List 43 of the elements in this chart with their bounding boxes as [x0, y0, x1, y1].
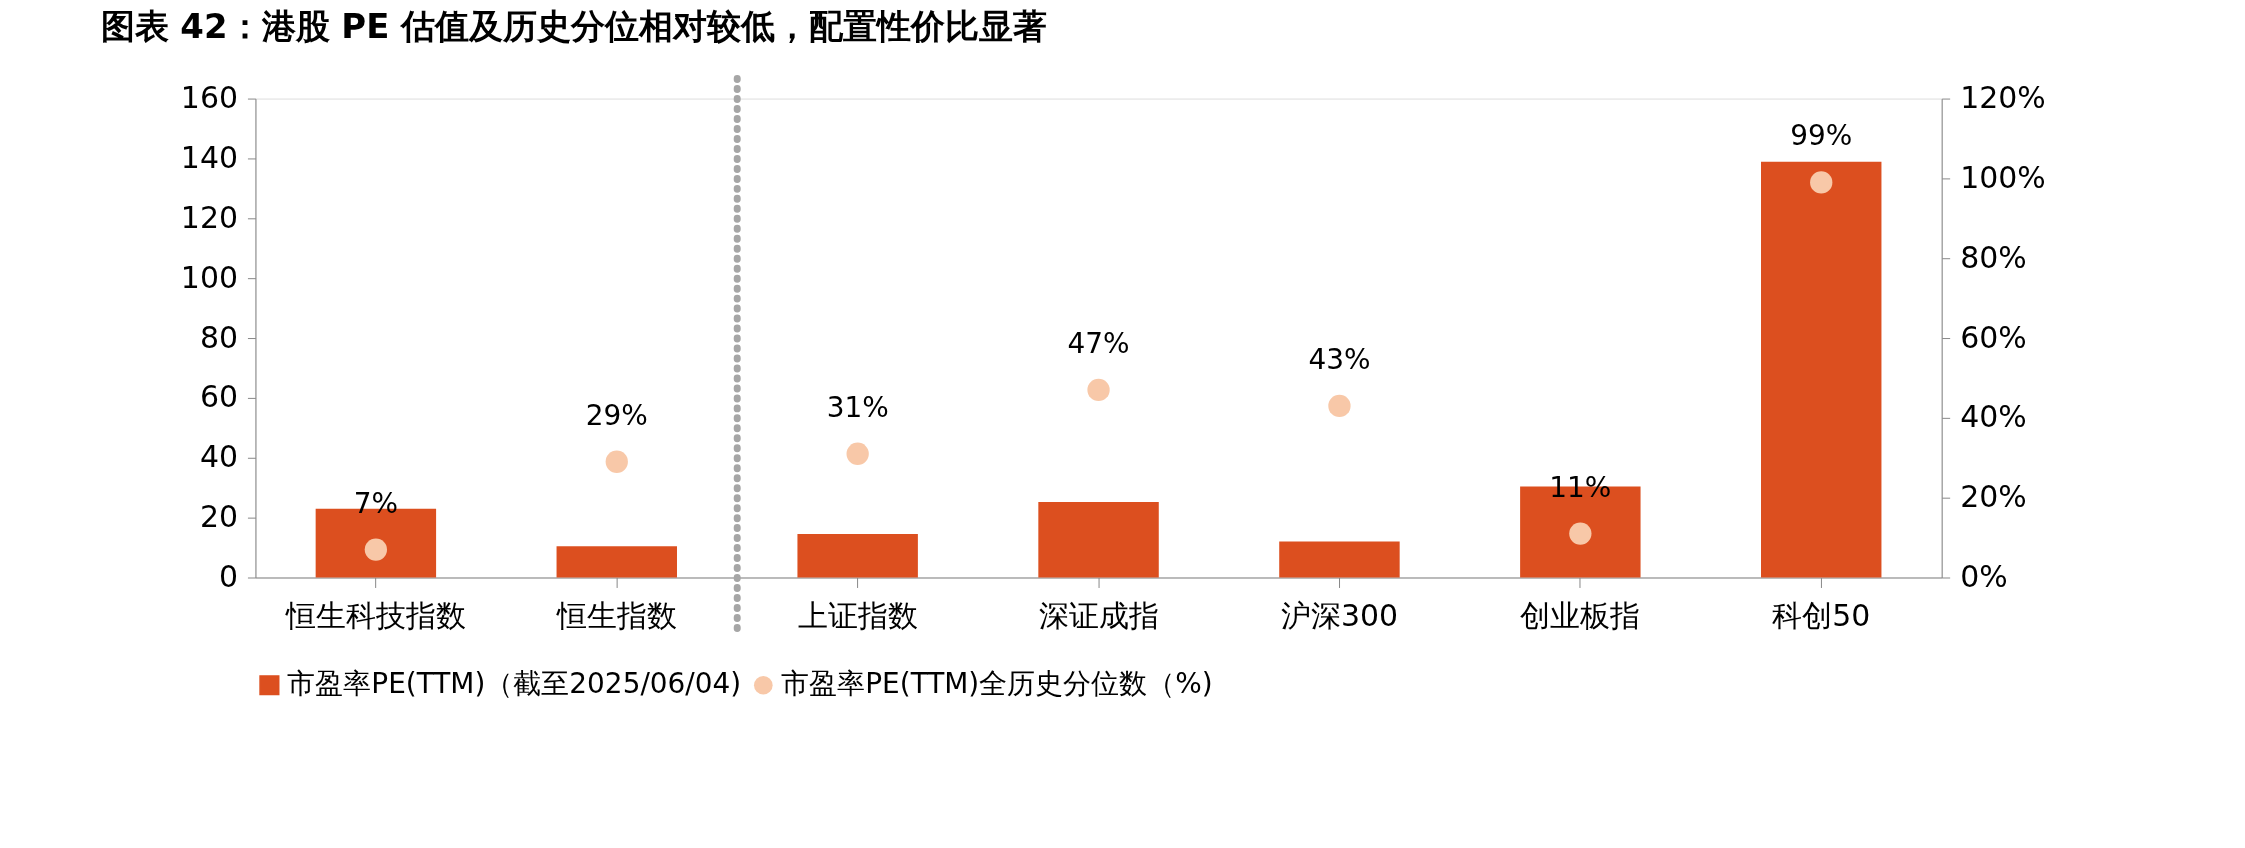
x-tick-label: 上证指数	[797, 597, 918, 633]
y2-tick-label: 0%	[1960, 558, 2008, 594]
point	[1810, 171, 1833, 194]
bar	[797, 534, 918, 578]
x-tick-label: 恒生指数	[555, 597, 677, 633]
y-tick-label: 100	[180, 259, 238, 295]
x-tick-label: 沪深300	[1280, 597, 1399, 633]
y2-tick-label: 100%	[1960, 159, 2046, 195]
y2-tick-label: 40%	[1960, 399, 2027, 435]
data-label: 31%	[826, 390, 889, 424]
data-label: 43%	[1308, 342, 1371, 376]
bar	[1279, 541, 1400, 578]
legend-label: 市盈率PE(TTM)全历史分位数（%)	[781, 667, 1213, 701]
y-tick-label: 60	[199, 379, 238, 415]
y-tick-label: 0	[218, 558, 238, 594]
bar	[1761, 161, 1882, 578]
x-tick-label: 恒生科技指数	[284, 597, 466, 633]
y-tick-label: 140	[180, 139, 238, 175]
point	[364, 538, 388, 561]
y2-tick-label: 120%	[1960, 80, 2046, 116]
y2-tick-label: 20%	[1960, 479, 2027, 515]
y2-tick-label: 80%	[1960, 239, 2027, 275]
point	[1087, 378, 1110, 402]
y-tick-label: 80	[199, 319, 238, 355]
y-tick-label: 160	[180, 80, 238, 116]
y-tick-label: 120	[180, 199, 238, 235]
point	[1328, 394, 1351, 418]
point	[605, 450, 628, 473]
bar	[556, 546, 677, 578]
y-tick-label: 20	[199, 499, 238, 535]
data-label: 29%	[585, 398, 648, 432]
chart-title: 图表 42：港股 PE 估值及历史分位相对较低，配置性价比显著	[100, 7, 1048, 47]
bar	[1038, 502, 1159, 578]
y-tick-label: 40	[199, 439, 238, 475]
x-tick-label: 科创50	[1772, 597, 1871, 633]
data-label: 47%	[1067, 327, 1130, 360]
data-label: 99%	[1790, 119, 1853, 153]
x-tick-label: 创业板指	[1520, 597, 1641, 633]
point	[1569, 522, 1592, 545]
point	[846, 442, 869, 465]
legend-label: 市盈率PE(TTM)（截至2025/06/04)	[287, 667, 742, 701]
x-tick-label: 深证成指	[1038, 597, 1159, 633]
y2-tick-label: 60%	[1960, 319, 2027, 355]
